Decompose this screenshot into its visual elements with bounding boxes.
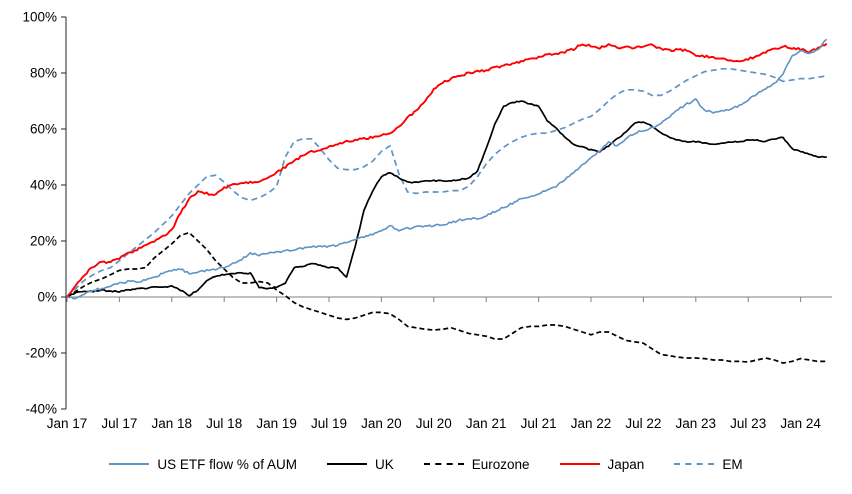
y-tick-label: 40% (30, 178, 57, 193)
eurozone-line-sample (423, 463, 464, 465)
y-tick-label: 60% (30, 122, 57, 137)
legend-label-us: US ETF flow % of AUM (157, 456, 297, 472)
x-tick-label: Jul 18 (206, 416, 242, 431)
y-tick-label: -40% (25, 402, 57, 417)
series-line-em (66, 67, 827, 298)
x-tick-label: Jan 22 (571, 416, 612, 431)
series-line-japan (66, 42, 828, 298)
x-tick-label: Jan 23 (676, 416, 717, 431)
x-tick-label: Jan 17 (47, 416, 88, 431)
x-tick-label: Jul 20 (416, 416, 452, 431)
x-tick-label: Jan 20 (361, 416, 402, 431)
x-tick-label: Jul 23 (730, 416, 766, 431)
em-line-sample (674, 463, 715, 465)
y-tick-label: 0% (37, 290, 57, 305)
legend-item-em: EM (674, 456, 743, 472)
y-tick-label: 100% (22, 10, 57, 25)
y-tick-label: -20% (25, 346, 57, 361)
legend-label-em: EM (722, 456, 743, 472)
series-line-eurozone (66, 231, 827, 364)
legend-item-japan: Japan (559, 456, 645, 472)
legend-item-eurozone: Eurozone (423, 456, 530, 472)
x-tick-label: Jan 21 (466, 416, 507, 431)
x-tick-label: Jul 17 (101, 416, 137, 431)
legend-item-us: US ETF flow % of AUM (109, 457, 297, 472)
legend-item-uk: UK (326, 456, 394, 472)
x-tick-label: Jul 19 (311, 416, 347, 431)
legend-label-uk: UK (374, 456, 394, 472)
series-line-uk (66, 100, 827, 298)
x-tick-label: Jan 19 (256, 416, 297, 431)
legend-label-eurozone: Eurozone (471, 456, 530, 472)
y-tick-label: 80% (30, 66, 57, 81)
japan-line-sample (559, 463, 600, 465)
uk-line-sample (326, 463, 367, 465)
legend-label-japan: Japan (607, 456, 645, 472)
line-chart-plot: 100% 80% 60% 40% 20% 0% -20% -40%Jan 17 Jul 17 Ja… (22, 10, 832, 431)
x-tick-label: Jan 24 (780, 416, 821, 431)
series-line-us (66, 38, 828, 300)
x-tick-label: Jul 22 (625, 416, 661, 431)
chart-legend: US ETF flow % of AUM UK Eurozone Japan E… (0, 449, 852, 479)
y-tick-label: 20% (30, 234, 57, 249)
us-line-sample (109, 463, 150, 465)
x-tick-label: Jul 21 (521, 416, 557, 431)
x-tick-label: Jan 18 (152, 416, 193, 431)
